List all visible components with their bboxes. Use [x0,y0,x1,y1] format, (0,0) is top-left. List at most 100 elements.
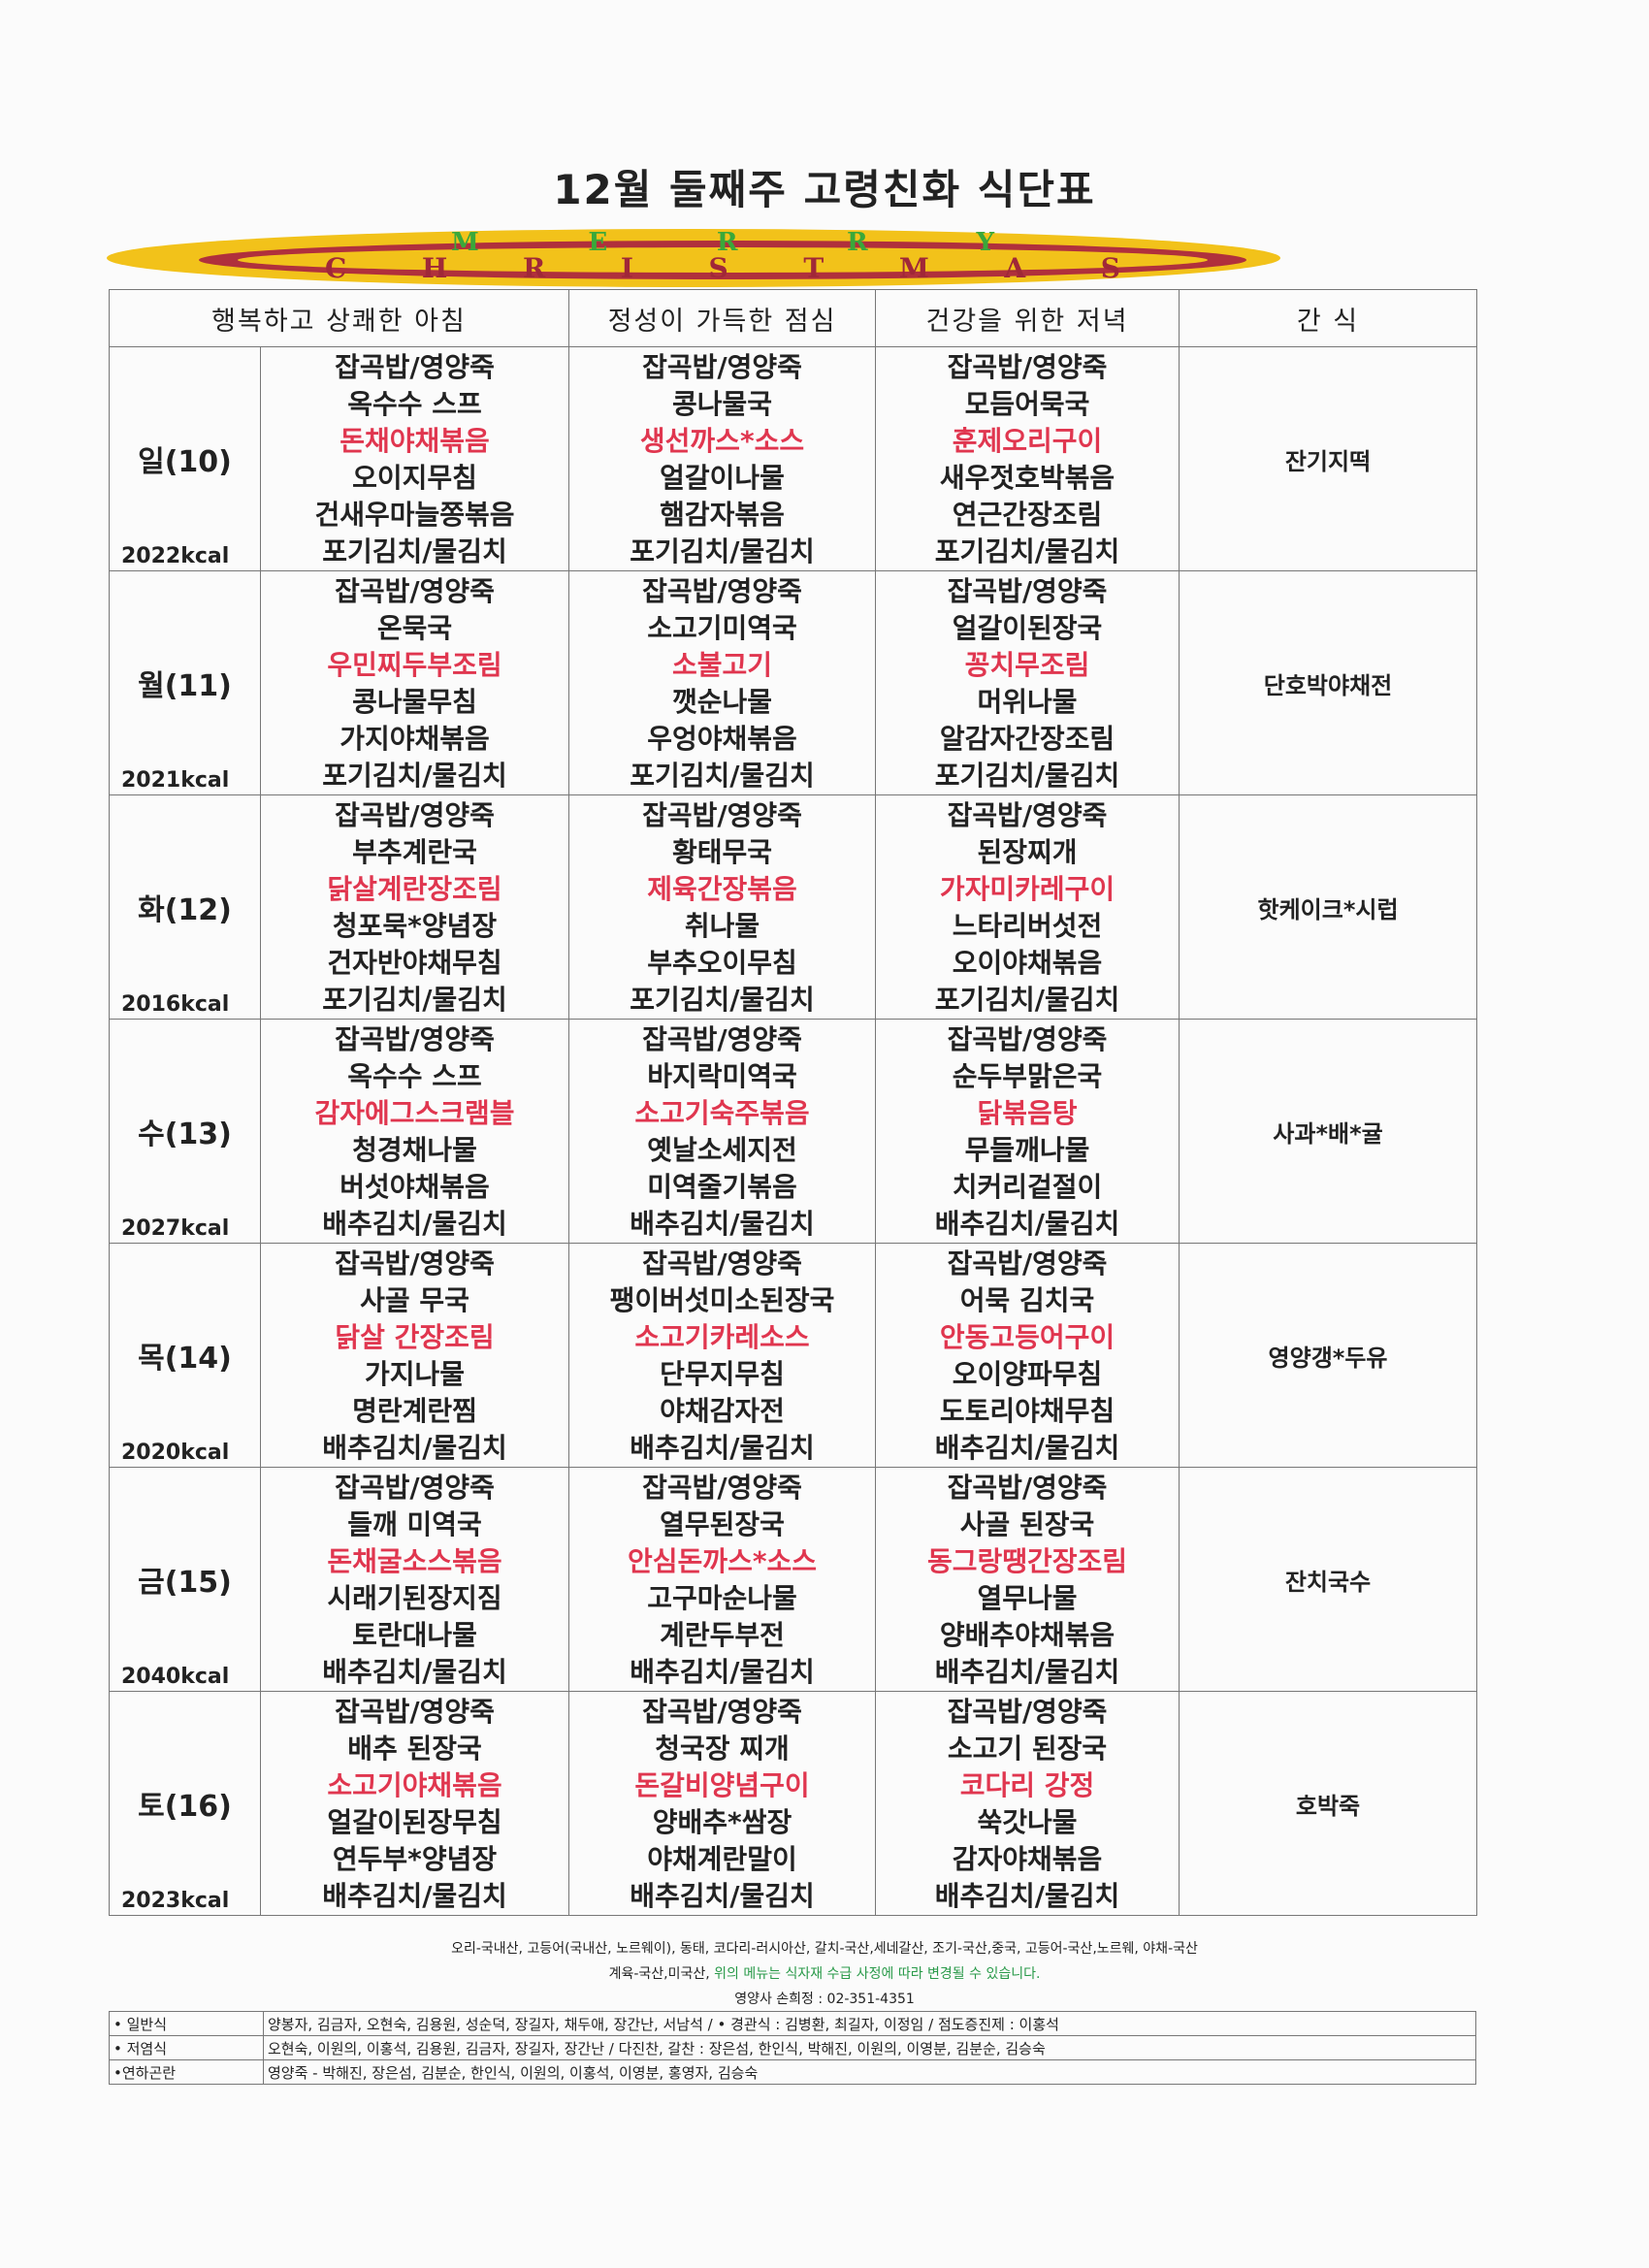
snack-cell: 잔치국수 [1179,1467,1478,1692]
dish-item: 새우젓호박볶음 [939,462,1116,494]
dish-item: 잡곡밥/영양죽 [947,1023,1108,1055]
dish-item: 소고기카레소스 [634,1321,810,1353]
dish-item: 오이양파무침 [952,1358,1103,1390]
day-label: 금(15) [138,1566,232,1600]
dish-item: 사골 된장국 [959,1508,1095,1540]
dish-item: 치커리겉절이 [952,1171,1103,1203]
page-title: 12월 둘째주 고령친화 식단표 [553,166,1096,213]
lunch-cell: 잡곡밥/영양죽 열무된장국 안심돈까스*소스 고구마순나물 계란두부전 배추김치/물김치 [568,1467,877,1692]
dish-item: 소고기야채볶음 [327,1769,502,1801]
dish-item: 감자야채볶음 [952,1843,1103,1875]
dish-item: 포기김치/물김치 [322,760,507,792]
dish-item: 잡곡밥/영양죽 [335,1023,495,1055]
dish-item: 잡곡밥/영양죽 [947,799,1108,831]
snack-cell: 영양갱*두유 [1179,1243,1478,1468]
dish-item: 안심돈까스*소스 [628,1545,817,1577]
dish-item: 옥수수 스프 [347,1060,482,1092]
day-label: 월(11) [138,669,232,703]
breakfast-cell: 잡곡밥/영양죽 부추계란국 닭살계란장조림 청포묵*양념장 건자반야채무침 포기김치/물김… [259,794,570,1020]
dish-item: 훈제오리구이 [952,425,1103,457]
dish-item: 생선까스*소스 [639,425,805,457]
dish-item: 돈채야채볶음 [340,425,490,457]
day-row: 수(13) 2027kcal 잡곡밥/영양죽 옥수수 스프 감자에그스크램블 청경채나물 버… [109,1019,1478,1244]
dish-item: 양배추야채볶음 [939,1619,1116,1651]
dish-item: 열무나물 [977,1582,1078,1614]
dish-item: 건자반야채무침 [327,947,502,979]
change-notice: 위의 메뉴는 식자재 수급 사정에 따라 변경될 수 있습니다. [709,1966,1041,1982]
header-lunch: 정성이 가득한 점심 [568,289,877,347]
dish-item: 포기김치/물김치 [934,760,1120,792]
header-snack: 간 식 [1179,289,1478,347]
day-cell: 일(10) 2022kcal [109,346,261,571]
dish-item: 잡곡밥/영양죽 [947,1247,1108,1280]
breakfast-cell: 잡곡밥/영양죽 온묵국 우민찌두부조림 콩나물무침 가지야채볶음 포기김치/물김치 [259,570,570,795]
dish-item: 소고기미역국 [647,612,797,644]
dish-item: 무들깨나물 [964,1134,1090,1166]
dish-item: 깻순나물 [671,686,773,718]
dish-item: 제육간장볶음 [647,873,797,905]
kcal-label: 2023kcal [121,1889,230,1913]
dish-item: 동그랑땡간장조림 [926,1545,1128,1577]
dish-item: 돈채굴소스볶음 [327,1545,502,1577]
kcal-label: 2027kcal [121,1216,230,1241]
dish-item: 포기김치/물김치 [630,984,815,1016]
dish-item: 부추계란국 [352,836,477,868]
dinner-cell: 잡곡밥/영양죽 얼갈이된장국 꽁치무조림 머위나물 알감자간장조림 포기김치/물김치 [875,570,1180,795]
kcal-label: 2040kcal [121,1665,230,1689]
dish-item: 양배추*쌈장 [652,1806,792,1838]
dish-item: 배추김치/물김치 [630,1432,815,1464]
dish-item: 소불고기 [671,649,773,681]
header-dinner: 건강을 위한 저녁 [875,289,1180,347]
dish-item: 옛날소세지전 [647,1134,797,1166]
dish-item: 청국장 찌개 [655,1733,790,1765]
dish-item: 가지나물 [364,1358,466,1390]
dish-item: 바지락미역국 [647,1060,797,1092]
dish-item: 잡곡밥/영양죽 [642,1472,802,1504]
dinner-cell: 잡곡밥/영양죽 모듬어묵국 훈제오리구이 새우젓호박볶음 연근간장조림 포기김치/물김치 [875,346,1180,571]
dish-item: 청경채나물 [352,1134,477,1166]
day-row: 토(16) 2023kcal 잡곡밥/영양죽 배추 된장국 소고기야채볶음 얼갈이된장무침… [109,1691,1478,1916]
dish-item: 청포묵*양념장 [332,910,498,942]
dish-item: 잡곡밥/영양죽 [335,1472,495,1504]
day-row: 목(14) 2020kcal 잡곡밥/영양죽 사골 무국 닭살 간장조림 가지나물 명란계란… [109,1243,1478,1468]
day-cell: 화(12) 2016kcal [109,794,261,1020]
header-row: 행복하고 상쾌한 아침 정성이 가득한 점심 건강을 위한 저녁 간 식 [108,289,1478,347]
dish-item: 얼갈이된장국 [952,612,1103,644]
dish-item: 배추김치/물김치 [934,1208,1120,1240]
day-label: 토(16) [138,1790,232,1824]
dish-item: 느타리버섯전 [952,910,1103,942]
dish-item: 토란대나물 [352,1619,477,1651]
dish-item: 잡곡밥/영양죽 [642,351,802,383]
diet-names: 오현숙, 이원의, 이홍석, 김용원, 김금자, 장길자, 장간난 / 다진찬,… [263,2035,1476,2060]
day-row: 일(10) 2022kcal 잡곡밥/영양죽 옥수수 스프 돈채야채볶음 오이지무침 건새우… [109,346,1478,571]
dish-item: 야채계란말이 [647,1843,797,1875]
staff-row: • 일반식 양봉자, 김금자, 오현숙, 김용원, 성순덕, 장길자, 채두애, … [109,2011,1476,2036]
dish-item: 포기김치/물김치 [630,760,815,792]
dish-item: 잡곡밥/영양죽 [642,1696,802,1728]
dish-item: 시래기된장지짐 [327,1582,502,1614]
dish-item: 황태무국 [671,836,773,868]
dietitian-contact: 영양사 손희정 : 02-351-4351 [734,1992,915,2007]
dish-item: 부추오이무침 [647,947,797,979]
dish-item: 모듬어묵국 [964,388,1090,420]
dish-item: 콩나물무침 [352,686,477,718]
snack-cell: 사과*배*귤 [1179,1019,1478,1244]
dish-item: 고구마순나물 [647,1582,797,1614]
dish-item: 배추김치/물김치 [322,1208,507,1240]
header-breakfast: 행복하고 상쾌한 아침 [108,289,570,347]
kcal-label: 2022kcal [121,544,230,568]
dish-item: 취나물 [684,910,760,942]
dish-item: 닭살계란장조림 [327,873,502,905]
dish-item: 잡곡밥/영양죽 [642,1023,802,1055]
kcal-label: 2021kcal [121,768,230,793]
day-row: 월(11) 2021kcal 잡곡밥/영양죽 온묵국 우민찌두부조림 콩나물무침 가지야채볶… [109,570,1478,795]
dish-item: 옥수수 스프 [347,388,482,420]
dish-item: 배추김치/물김치 [630,1656,815,1688]
dish-item: 배추김치/물김치 [322,1880,507,1912]
dish-item: 건새우마늘쫑볶음 [314,499,515,531]
dinner-cell: 잡곡밥/영양죽 사골 된장국 동그랑땡간장조림 열무나물 양배추야채볶음 배추김치/물김치 [875,1467,1180,1692]
snack-cell: 호박죽 [1179,1691,1478,1916]
dish-item: 열무된장국 [660,1508,785,1540]
dish-item: 소고기숙주볶음 [634,1097,810,1129]
dish-item: 가자미카레구이 [939,873,1116,905]
